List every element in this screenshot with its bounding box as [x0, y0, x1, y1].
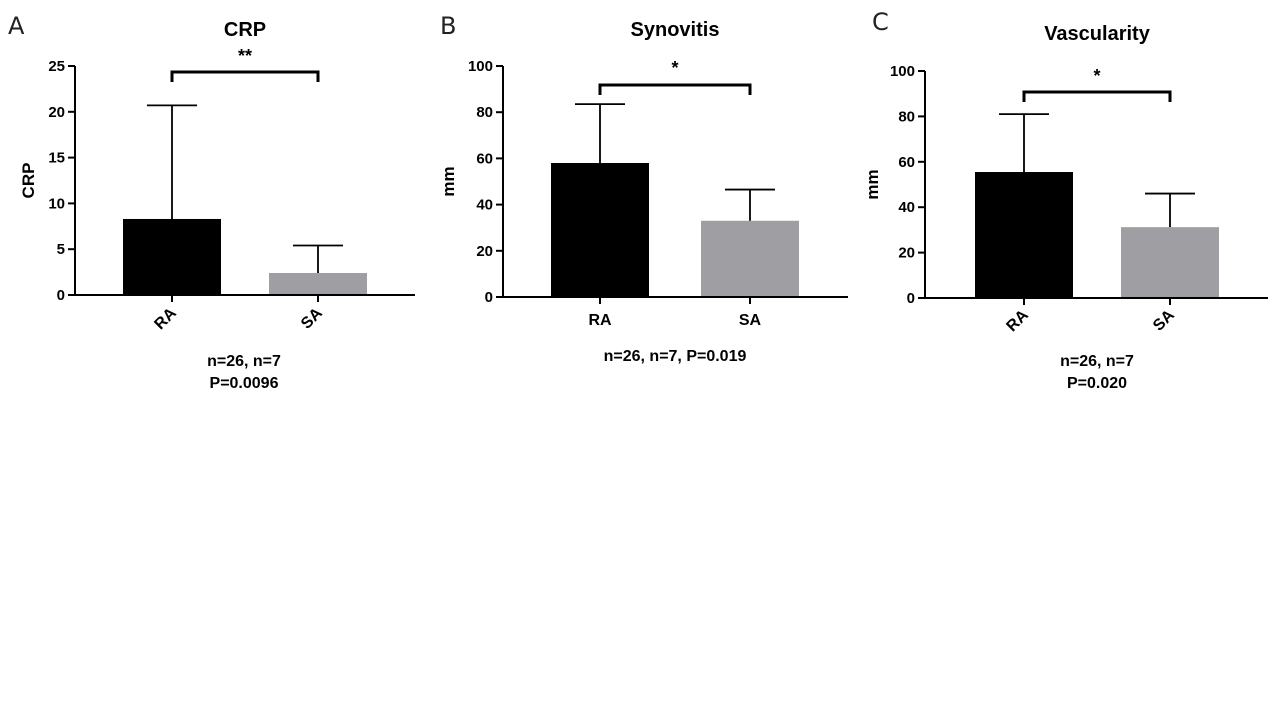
bar-sa [701, 220, 799, 297]
panel-letter: C [872, 8, 889, 36]
error-bar-ra [147, 104, 197, 219]
error-bar-ra [575, 103, 625, 164]
x-tick-label-ra: RA [1003, 306, 1032, 335]
chart-panel-a: A CRP CRP 0 5 10 15 20 25 RA SA ** n=26, n=7 P=0.0096 [8, 12, 415, 392]
y-tick-label: 25 [48, 58, 65, 75]
y-tick-label: 80 [476, 104, 493, 121]
y-tick-label: 15 [48, 150, 65, 167]
significance-bracket [1022, 90, 1172, 102]
y-tick-label: 20 [48, 104, 65, 121]
bar-sa [269, 273, 367, 295]
chart-title: CRP [224, 19, 266, 41]
y-tick-label: 20 [898, 245, 915, 262]
y-axis-label: CRP [19, 163, 38, 199]
stats-note: n=26, n=7, P=0.019 [604, 348, 747, 365]
y-tick-label: 100 [468, 58, 493, 75]
significance-bracket [598, 83, 752, 95]
panel-letter: B [440, 12, 456, 40]
y-axis-label: mm [439, 166, 458, 196]
y-tick-label: 5 [57, 241, 65, 258]
error-bar-sa [1145, 192, 1195, 228]
significance-marker: * [671, 58, 678, 78]
error-bar-ra [999, 113, 1049, 173]
stats-note: P=0.020 [1067, 375, 1127, 392]
y-axis-label: mm [863, 169, 882, 199]
stats-note: n=26, n=7 [207, 353, 281, 370]
y-tick-label: 0 [907, 290, 915, 307]
x-tick-label-sa: SA [1150, 306, 1178, 334]
y-tick-label: 60 [476, 150, 493, 167]
bar-sa [1121, 227, 1219, 298]
y-tick-label: 0 [485, 289, 493, 306]
bar-ra [123, 218, 221, 295]
chart-panel-b: B Synovitis mm 0 20 40 60 80 100 RA SA * n=26, n=7, … [439, 12, 848, 365]
y-tick-label: 20 [476, 243, 493, 260]
y-tick-label: 40 [898, 199, 915, 216]
bar-ra [551, 163, 649, 297]
y-tick-label: 100 [890, 63, 915, 80]
panel-letter: A [8, 12, 25, 40]
significance-marker: ** [238, 46, 252, 66]
error-bar-sa [293, 244, 343, 274]
y-tick-label: 60 [898, 154, 915, 171]
stats-note: P=0.0096 [210, 375, 279, 392]
significance-bracket [170, 70, 320, 82]
stats-note: n=26, n=7 [1060, 353, 1134, 370]
x-tick-label-sa: SA [739, 312, 762, 329]
chart-title: Synovitis [631, 19, 720, 41]
x-tick-label-ra: RA [588, 312, 612, 329]
y-tick-label: 40 [476, 197, 493, 214]
y-tick-label: 10 [48, 195, 65, 212]
x-tick-label-sa: SA [298, 304, 326, 332]
bar-ra [975, 172, 1073, 298]
chart-title: Vascularity [1044, 23, 1151, 45]
error-bar-sa [725, 188, 775, 221]
chart-panel-c: C Vascularity mm 0 20 40 60 80 100 RA SA * n=26, n=7… [863, 8, 1268, 392]
y-tick-label: 0 [57, 287, 65, 304]
x-tick-label-ra: RA [151, 304, 180, 333]
significance-marker: * [1093, 66, 1100, 86]
y-tick-label: 80 [898, 108, 915, 125]
